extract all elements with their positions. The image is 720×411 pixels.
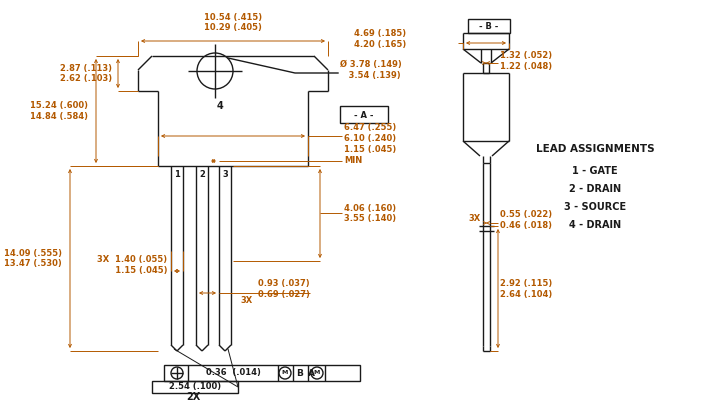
Text: 14.09 (.555)
13.47 (.530): 14.09 (.555) 13.47 (.530) [4, 249, 62, 268]
Text: 3 - SOURCE: 3 - SOURCE [564, 202, 626, 212]
Text: 3: 3 [222, 170, 228, 179]
Text: M: M [282, 370, 288, 376]
Text: 1.15 (.045)
MIN: 1.15 (.045) MIN [344, 145, 396, 165]
Text: 2: 2 [199, 170, 205, 179]
Text: 0.55 (.022)
0.46 (.018): 0.55 (.022) 0.46 (.018) [500, 210, 552, 230]
Text: 2.54 (.100): 2.54 (.100) [169, 383, 221, 392]
Bar [164, 365, 360, 381]
Text: 15.24 (.600)
14.84 (.584): 15.24 (.600) 14.84 (.584) [30, 101, 88, 121]
Bar [152, 381, 238, 393]
Text: A: A [307, 369, 315, 377]
Text: 2.92 (.115)
2.64 (.104): 2.92 (.115) 2.64 (.104) [500, 279, 552, 299]
Bar [340, 106, 388, 123]
Text: 3X  1.40 (.055)
      1.15 (.045): 3X 1.40 (.055) 1.15 (.045) [97, 255, 167, 275]
Text: 1: 1 [174, 170, 180, 179]
Text: 3X: 3X [468, 213, 480, 222]
Text: 2 - DRAIN: 2 - DRAIN [569, 184, 621, 194]
Text: 1 - GATE: 1 - GATE [572, 166, 618, 176]
Text: 3X: 3X [240, 296, 252, 305]
Text: - B -: - B - [480, 21, 499, 30]
Text: 4.69 (.185)
4.20 (.165): 4.69 (.185) 4.20 (.165) [354, 29, 406, 48]
Text: LEAD ASSIGNMENTS: LEAD ASSIGNMENTS [536, 144, 654, 154]
Text: - A -: - A - [354, 111, 374, 120]
Text: M: M [314, 370, 320, 376]
Text: 0.93 (.037)
0.69 (.027): 0.93 (.037) 0.69 (.027) [258, 279, 310, 299]
Text: 2X: 2X [186, 392, 200, 402]
Text: 6.47 (.255)
6.10 (.240): 6.47 (.255) 6.10 (.240) [344, 123, 396, 143]
Bar [468, 19, 510, 33]
Text: 0.36  (.014): 0.36 (.014) [206, 369, 261, 377]
Text: B: B [297, 369, 303, 377]
Text: 1.32 (.052)
1.22 (.048): 1.32 (.052) 1.22 (.048) [500, 51, 552, 71]
Text: 2.87 (.113)
2.62 (.103): 2.87 (.113) 2.62 (.103) [60, 64, 112, 83]
Text: 4.06 (.160)
3.55 (.140): 4.06 (.160) 3.55 (.140) [344, 204, 396, 223]
Text: Ø 3.78 (.149)
   3.54 (.139): Ø 3.78 (.149) 3.54 (.139) [340, 60, 402, 80]
Text: 4: 4 [217, 101, 223, 111]
Text: 10.54 (.415)
10.29 (.405): 10.54 (.415) 10.29 (.405) [204, 13, 262, 32]
Text: 4 - DRAIN: 4 - DRAIN [569, 220, 621, 230]
